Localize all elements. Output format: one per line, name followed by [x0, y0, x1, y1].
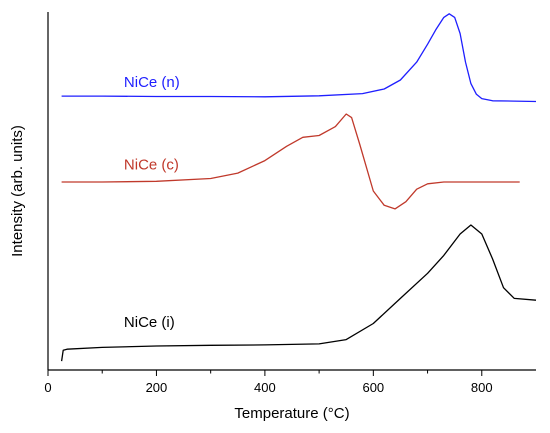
series-line-2: [60, 224, 537, 362]
series-group: [60, 13, 537, 362]
series-label-1: NiCe (c): [124, 157, 179, 174]
axes: 0 200 400 600 800: [44, 12, 536, 395]
series-line-1: [61, 113, 520, 210]
x-tick-label: 200: [146, 380, 168, 395]
series-labels: NiCe (n) NiCe (c) NiCe (i): [124, 74, 180, 331]
x-tick-label: 600: [362, 380, 384, 395]
y-axis-label: Intensity (arb. units): [9, 125, 26, 257]
series-label-2: NiCe (i): [124, 314, 175, 331]
series-line-0: [61, 13, 537, 103]
x-axis-label: Temperature (°C): [234, 405, 349, 422]
x-tick-label: 0: [44, 380, 51, 395]
x-tick-label: 800: [471, 380, 493, 395]
series-label-0: NiCe (n): [124, 74, 180, 91]
x-tick-label: 400: [254, 380, 276, 395]
